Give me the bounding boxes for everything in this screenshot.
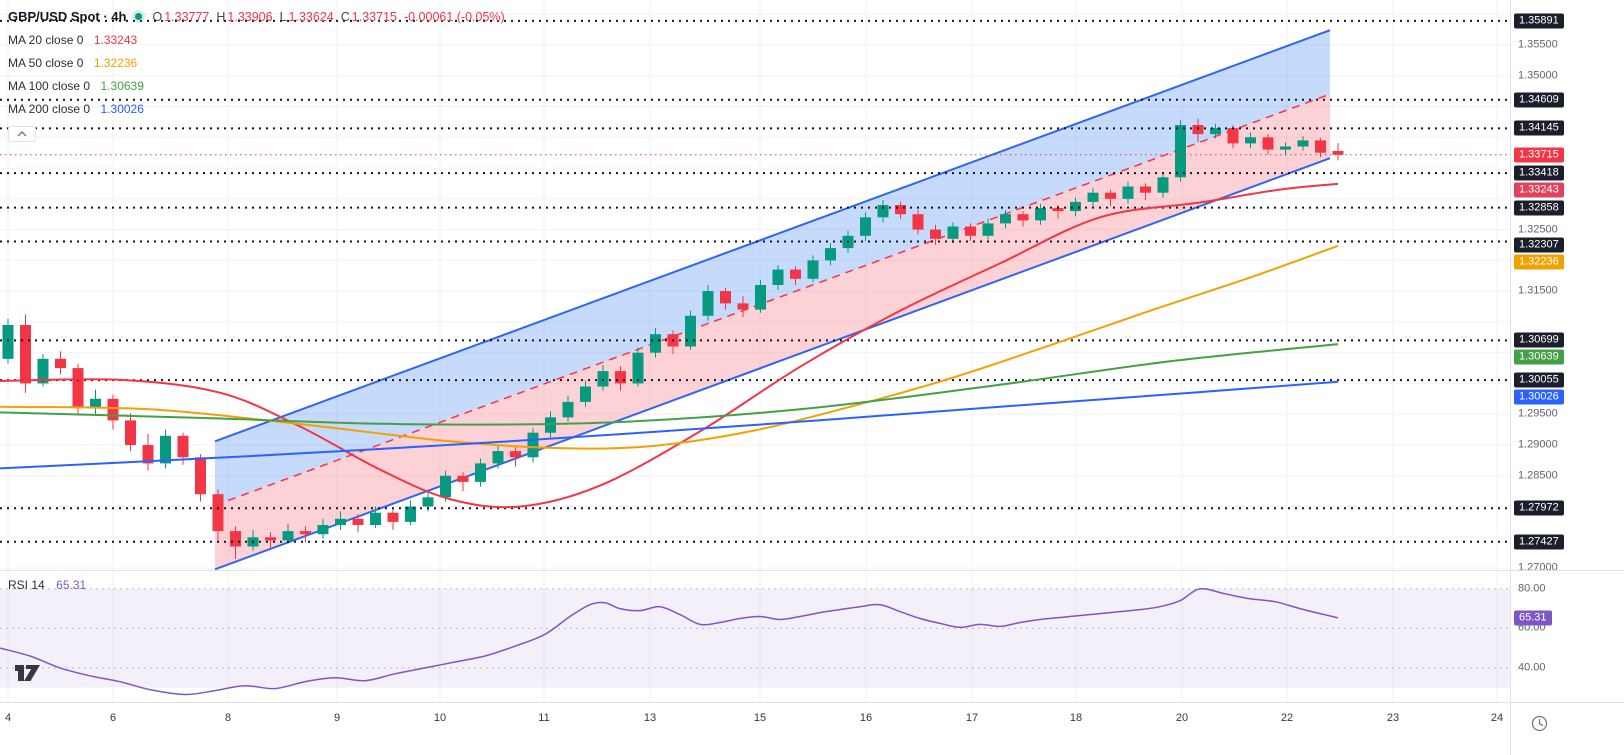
time-axis-label: 15 bbox=[753, 712, 767, 724]
price-axis-label: 1.28500 bbox=[1518, 469, 1558, 482]
ma20-badge: 1.33243 bbox=[1514, 182, 1564, 198]
channel-lower-line bbox=[214, 157, 1331, 570]
time-axis-label: 22 bbox=[1280, 712, 1294, 724]
price-level-badge: 1.35891 bbox=[1514, 13, 1564, 29]
price-level-badge: 1.27972 bbox=[1514, 500, 1564, 516]
time-axis-label: 13 bbox=[643, 712, 657, 724]
time-axis-label: 11 bbox=[538, 712, 550, 724]
rsi-legend-row[interactable]: RSI 14 65.31 bbox=[8, 576, 86, 594]
rsi-axis-label: 80.00 bbox=[1518, 582, 1546, 595]
channel-lower-fill bbox=[215, 94, 1330, 570]
candles-layer bbox=[2, 118, 1344, 559]
price-axis-label: 1.27000 bbox=[1518, 561, 1558, 574]
ohlc-high-value: 1.33906 bbox=[227, 10, 273, 24]
ohlc-close-value: 1.33715 bbox=[351, 10, 397, 24]
tradingview-logo[interactable] bbox=[14, 662, 42, 684]
pane-divider[interactable] bbox=[0, 570, 1624, 571]
price-level-badge: 1.30055 bbox=[1514, 372, 1564, 388]
time-axis[interactable]: 4 6 8 9 10 11 13 15 16 17 18 20 22 23 24 bbox=[0, 702, 1510, 755]
ohlc-open-label: O bbox=[152, 10, 163, 24]
time-axis-label: 18 bbox=[1069, 712, 1083, 724]
time-axis-label: 23 bbox=[1386, 712, 1400, 724]
price-level-badge: 1.34145 bbox=[1514, 120, 1564, 136]
main-chart-pane[interactable] bbox=[0, 0, 1510, 570]
rsi-band bbox=[0, 588, 1510, 688]
ma20-line[interactable] bbox=[0, 182, 1339, 509]
chevron-up-icon bbox=[17, 131, 27, 137]
price-axis-label: 1.32500 bbox=[1518, 223, 1558, 236]
parallel-channel-drawing[interactable] bbox=[214, 29, 1331, 570]
ma200-label: MA 200 close 0 bbox=[8, 102, 91, 116]
ma200-legend-row[interactable]: MA 200 close 0 1.30026 bbox=[8, 98, 505, 119]
last-price-badge: 1.33715 bbox=[1514, 147, 1564, 163]
price-axis-label: 1.31500 bbox=[1518, 284, 1558, 297]
price-level-badge: 1.32858 bbox=[1514, 200, 1564, 216]
indicator-legend: GBP/USD Spot · 4h O 1.33777 H 1.33906 L 1.3362… bbox=[8, 6, 505, 142]
ma200-line[interactable] bbox=[0, 380, 1339, 470]
time-axis-label: 17 bbox=[965, 712, 979, 724]
ohlc-open-value: 1.33777 bbox=[164, 10, 210, 24]
rsi-label: RSI 14 bbox=[8, 578, 45, 592]
channel-median-line bbox=[214, 93, 1331, 507]
price-axis-label: 1.29000 bbox=[1518, 438, 1558, 451]
price-axis-label: 1.29500 bbox=[1518, 407, 1558, 420]
ma100-value: 1.30639 bbox=[100, 79, 144, 93]
price-level-badge: 1.30699 bbox=[1514, 332, 1564, 348]
ma20-label: MA 20 close 0 bbox=[8, 33, 84, 47]
ma50-label: MA 50 close 0 bbox=[8, 56, 84, 70]
legend-collapse-button[interactable] bbox=[8, 126, 36, 142]
ma100-line[interactable] bbox=[0, 343, 1339, 426]
time-axis-label: 9 bbox=[333, 712, 341, 724]
rsi-pane[interactable] bbox=[0, 571, 1510, 702]
time-axis-label: 6 bbox=[109, 712, 117, 724]
ma100-badge: 1.30639 bbox=[1514, 349, 1564, 365]
ma50-badge: 1.32236 bbox=[1514, 254, 1564, 270]
time-axis-label: 20 bbox=[1175, 712, 1189, 724]
price-level-badge: 1.27427 bbox=[1514, 534, 1564, 550]
symbol-row[interactable]: GBP/USD Spot · 4h O 1.33777 H 1.33906 L 1.3362… bbox=[8, 6, 505, 27]
clock-icon[interactable] bbox=[1531, 715, 1548, 732]
price-axis-label: 1.35500 bbox=[1518, 38, 1558, 51]
price-axis[interactable]: 1.35891 1.35500 1.35000 1.34609 1.34145 1.337… bbox=[1510, 0, 1624, 702]
rsi-canvas[interactable] bbox=[0, 571, 1510, 702]
price-level-badge: 1.32307 bbox=[1514, 237, 1564, 253]
ma50-legend-row[interactable]: MA 50 close 0 1.32236 bbox=[8, 52, 505, 73]
channel-upper-line bbox=[214, 29, 1331, 443]
rsi-axis-label: 40.00 bbox=[1518, 661, 1546, 674]
time-axis-label: 8 bbox=[224, 712, 232, 724]
ohlc-high-label: H bbox=[216, 10, 226, 24]
ohlc-low-value: 1.33624 bbox=[288, 10, 334, 24]
ma200-badge: 1.30026 bbox=[1514, 389, 1564, 405]
rsi-value: 65.31 bbox=[56, 578, 87, 592]
price-level-badge: 1.34609 bbox=[1514, 92, 1564, 108]
rsi-line[interactable] bbox=[0, 587, 1339, 696]
tradingview-logo-icon bbox=[15, 665, 40, 681]
time-axis-label: 10 bbox=[433, 712, 447, 724]
ohlc-low-label: L bbox=[279, 10, 287, 24]
main-chart-canvas[interactable] bbox=[0, 0, 1510, 570]
axis-corner bbox=[1510, 702, 1624, 755]
ma100-label: MA 100 close 0 bbox=[8, 79, 91, 93]
ma50-value: 1.32236 bbox=[93, 56, 138, 70]
time-axis-label: 24 bbox=[1490, 712, 1504, 724]
rsi-value-badge: 65.31 bbox=[1514, 610, 1552, 626]
time-axis-label: 16 bbox=[859, 712, 873, 724]
ma100-legend-row[interactable]: MA 100 close 0 1.30639 bbox=[8, 75, 505, 96]
market-status-icon bbox=[135, 12, 143, 20]
price-change: -0.00061 (-0.05%) bbox=[403, 10, 505, 24]
channel-upper-fill bbox=[215, 30, 1330, 506]
ma20-value: 1.33243 bbox=[93, 33, 138, 47]
price-level-badge: 1.33418 bbox=[1514, 165, 1564, 181]
time-axis-label: 4 bbox=[4, 712, 12, 724]
price-axis-label: 1.35000 bbox=[1518, 69, 1558, 82]
ohlc-close-label: C bbox=[340, 10, 350, 24]
symbol-title[interactable]: GBP/USD Spot · 4h bbox=[8, 9, 127, 24]
ma200-value: 1.30026 bbox=[100, 102, 144, 116]
ma20-legend-row[interactable]: MA 20 close 0 1.33243 bbox=[8, 29, 505, 50]
